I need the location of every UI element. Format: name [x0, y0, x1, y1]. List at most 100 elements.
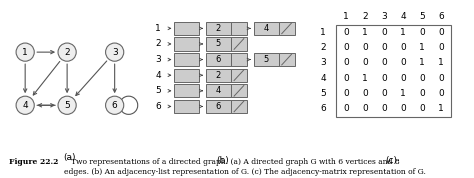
Text: 6: 6	[112, 101, 118, 110]
Text: 0: 0	[419, 74, 425, 83]
Text: 0: 0	[343, 43, 349, 52]
Text: 1: 1	[419, 43, 425, 52]
Text: 4: 4	[264, 24, 269, 33]
Text: 5: 5	[419, 12, 425, 21]
Bar	[206, 53, 231, 66]
Bar	[174, 53, 200, 66]
Text: 2: 2	[216, 24, 221, 33]
Bar	[231, 100, 247, 113]
Circle shape	[106, 43, 124, 61]
Text: 0: 0	[381, 58, 387, 67]
Text: 6: 6	[438, 12, 444, 21]
Text: 0: 0	[438, 74, 444, 83]
Bar	[231, 22, 247, 35]
Text: 0: 0	[419, 28, 425, 37]
Text: 5: 5	[155, 86, 161, 95]
Text: 0: 0	[343, 104, 349, 113]
Bar	[279, 53, 295, 66]
Text: 4: 4	[320, 74, 326, 83]
Text: 5: 5	[216, 40, 221, 48]
Text: 0: 0	[400, 58, 406, 67]
Text: 2: 2	[362, 12, 368, 21]
Circle shape	[16, 96, 34, 114]
Text: 0: 0	[381, 43, 387, 52]
Circle shape	[58, 96, 76, 114]
Text: 3: 3	[381, 12, 387, 21]
Text: 2: 2	[155, 40, 161, 48]
Text: 1: 1	[438, 58, 444, 67]
Text: 0: 0	[419, 104, 425, 113]
Circle shape	[58, 43, 76, 61]
Bar	[206, 69, 231, 82]
Text: 5: 5	[320, 89, 326, 98]
Bar	[279, 22, 295, 35]
Text: 0: 0	[362, 43, 368, 52]
Text: 2: 2	[216, 71, 221, 80]
Bar	[254, 53, 279, 66]
Bar	[231, 84, 247, 98]
Text: 0: 0	[343, 28, 349, 37]
Text: Two representations of a directed graph. (a) A directed graph G with 6 vertices : Two representations of a directed graph.…	[64, 158, 426, 176]
Text: 0: 0	[438, 28, 444, 37]
Text: 0: 0	[381, 28, 387, 37]
Text: 3: 3	[112, 48, 118, 57]
Text: 0: 0	[381, 104, 387, 113]
Bar	[206, 100, 231, 113]
Bar	[206, 37, 231, 51]
Text: 4: 4	[216, 86, 221, 95]
Text: 1: 1	[22, 48, 28, 57]
Bar	[174, 69, 200, 82]
Text: 6: 6	[216, 102, 221, 111]
Circle shape	[106, 96, 124, 114]
Bar	[174, 100, 200, 113]
Text: 4: 4	[155, 71, 161, 80]
Text: 0: 0	[438, 89, 444, 98]
Text: Figure 22.2: Figure 22.2	[9, 158, 59, 166]
Text: (b): (b)	[217, 156, 229, 165]
Text: 3: 3	[320, 58, 326, 67]
Text: 0: 0	[343, 74, 349, 83]
Text: 1: 1	[400, 28, 406, 37]
Text: 1: 1	[320, 28, 326, 37]
Text: 1: 1	[419, 58, 425, 67]
Text: 0: 0	[362, 58, 368, 67]
Text: 1: 1	[438, 104, 444, 113]
Text: 1: 1	[400, 89, 406, 98]
Text: 1: 1	[362, 74, 368, 83]
Text: 0: 0	[381, 74, 387, 83]
Text: 1: 1	[362, 28, 368, 37]
Text: 0: 0	[343, 58, 349, 67]
Text: (c): (c)	[385, 156, 397, 165]
Text: 0: 0	[343, 89, 349, 98]
Circle shape	[16, 43, 34, 61]
Bar	[174, 22, 200, 35]
Bar	[231, 69, 247, 82]
Bar	[336, 25, 451, 117]
Text: 1: 1	[155, 24, 161, 33]
Text: 0: 0	[381, 89, 387, 98]
Text: 5: 5	[64, 101, 70, 110]
Text: 2: 2	[64, 48, 70, 57]
Text: 0: 0	[362, 104, 368, 113]
Bar	[231, 53, 247, 66]
Bar	[231, 37, 247, 51]
Bar	[254, 22, 279, 35]
Text: 5: 5	[264, 55, 269, 64]
Text: 1: 1	[343, 12, 349, 21]
Text: 6: 6	[320, 104, 326, 113]
Text: 0: 0	[438, 43, 444, 52]
Text: 4: 4	[400, 12, 406, 21]
Bar	[206, 84, 231, 98]
Text: 0: 0	[400, 74, 406, 83]
Bar	[174, 84, 200, 98]
Text: 0: 0	[400, 43, 406, 52]
Text: 3: 3	[155, 55, 161, 64]
Bar	[174, 37, 200, 51]
Text: 0: 0	[419, 89, 425, 98]
Text: 0: 0	[400, 104, 406, 113]
Text: 6: 6	[155, 102, 161, 111]
Text: (a): (a)	[64, 153, 76, 162]
Text: 6: 6	[216, 55, 221, 64]
Bar	[206, 22, 231, 35]
Text: 4: 4	[22, 101, 28, 110]
